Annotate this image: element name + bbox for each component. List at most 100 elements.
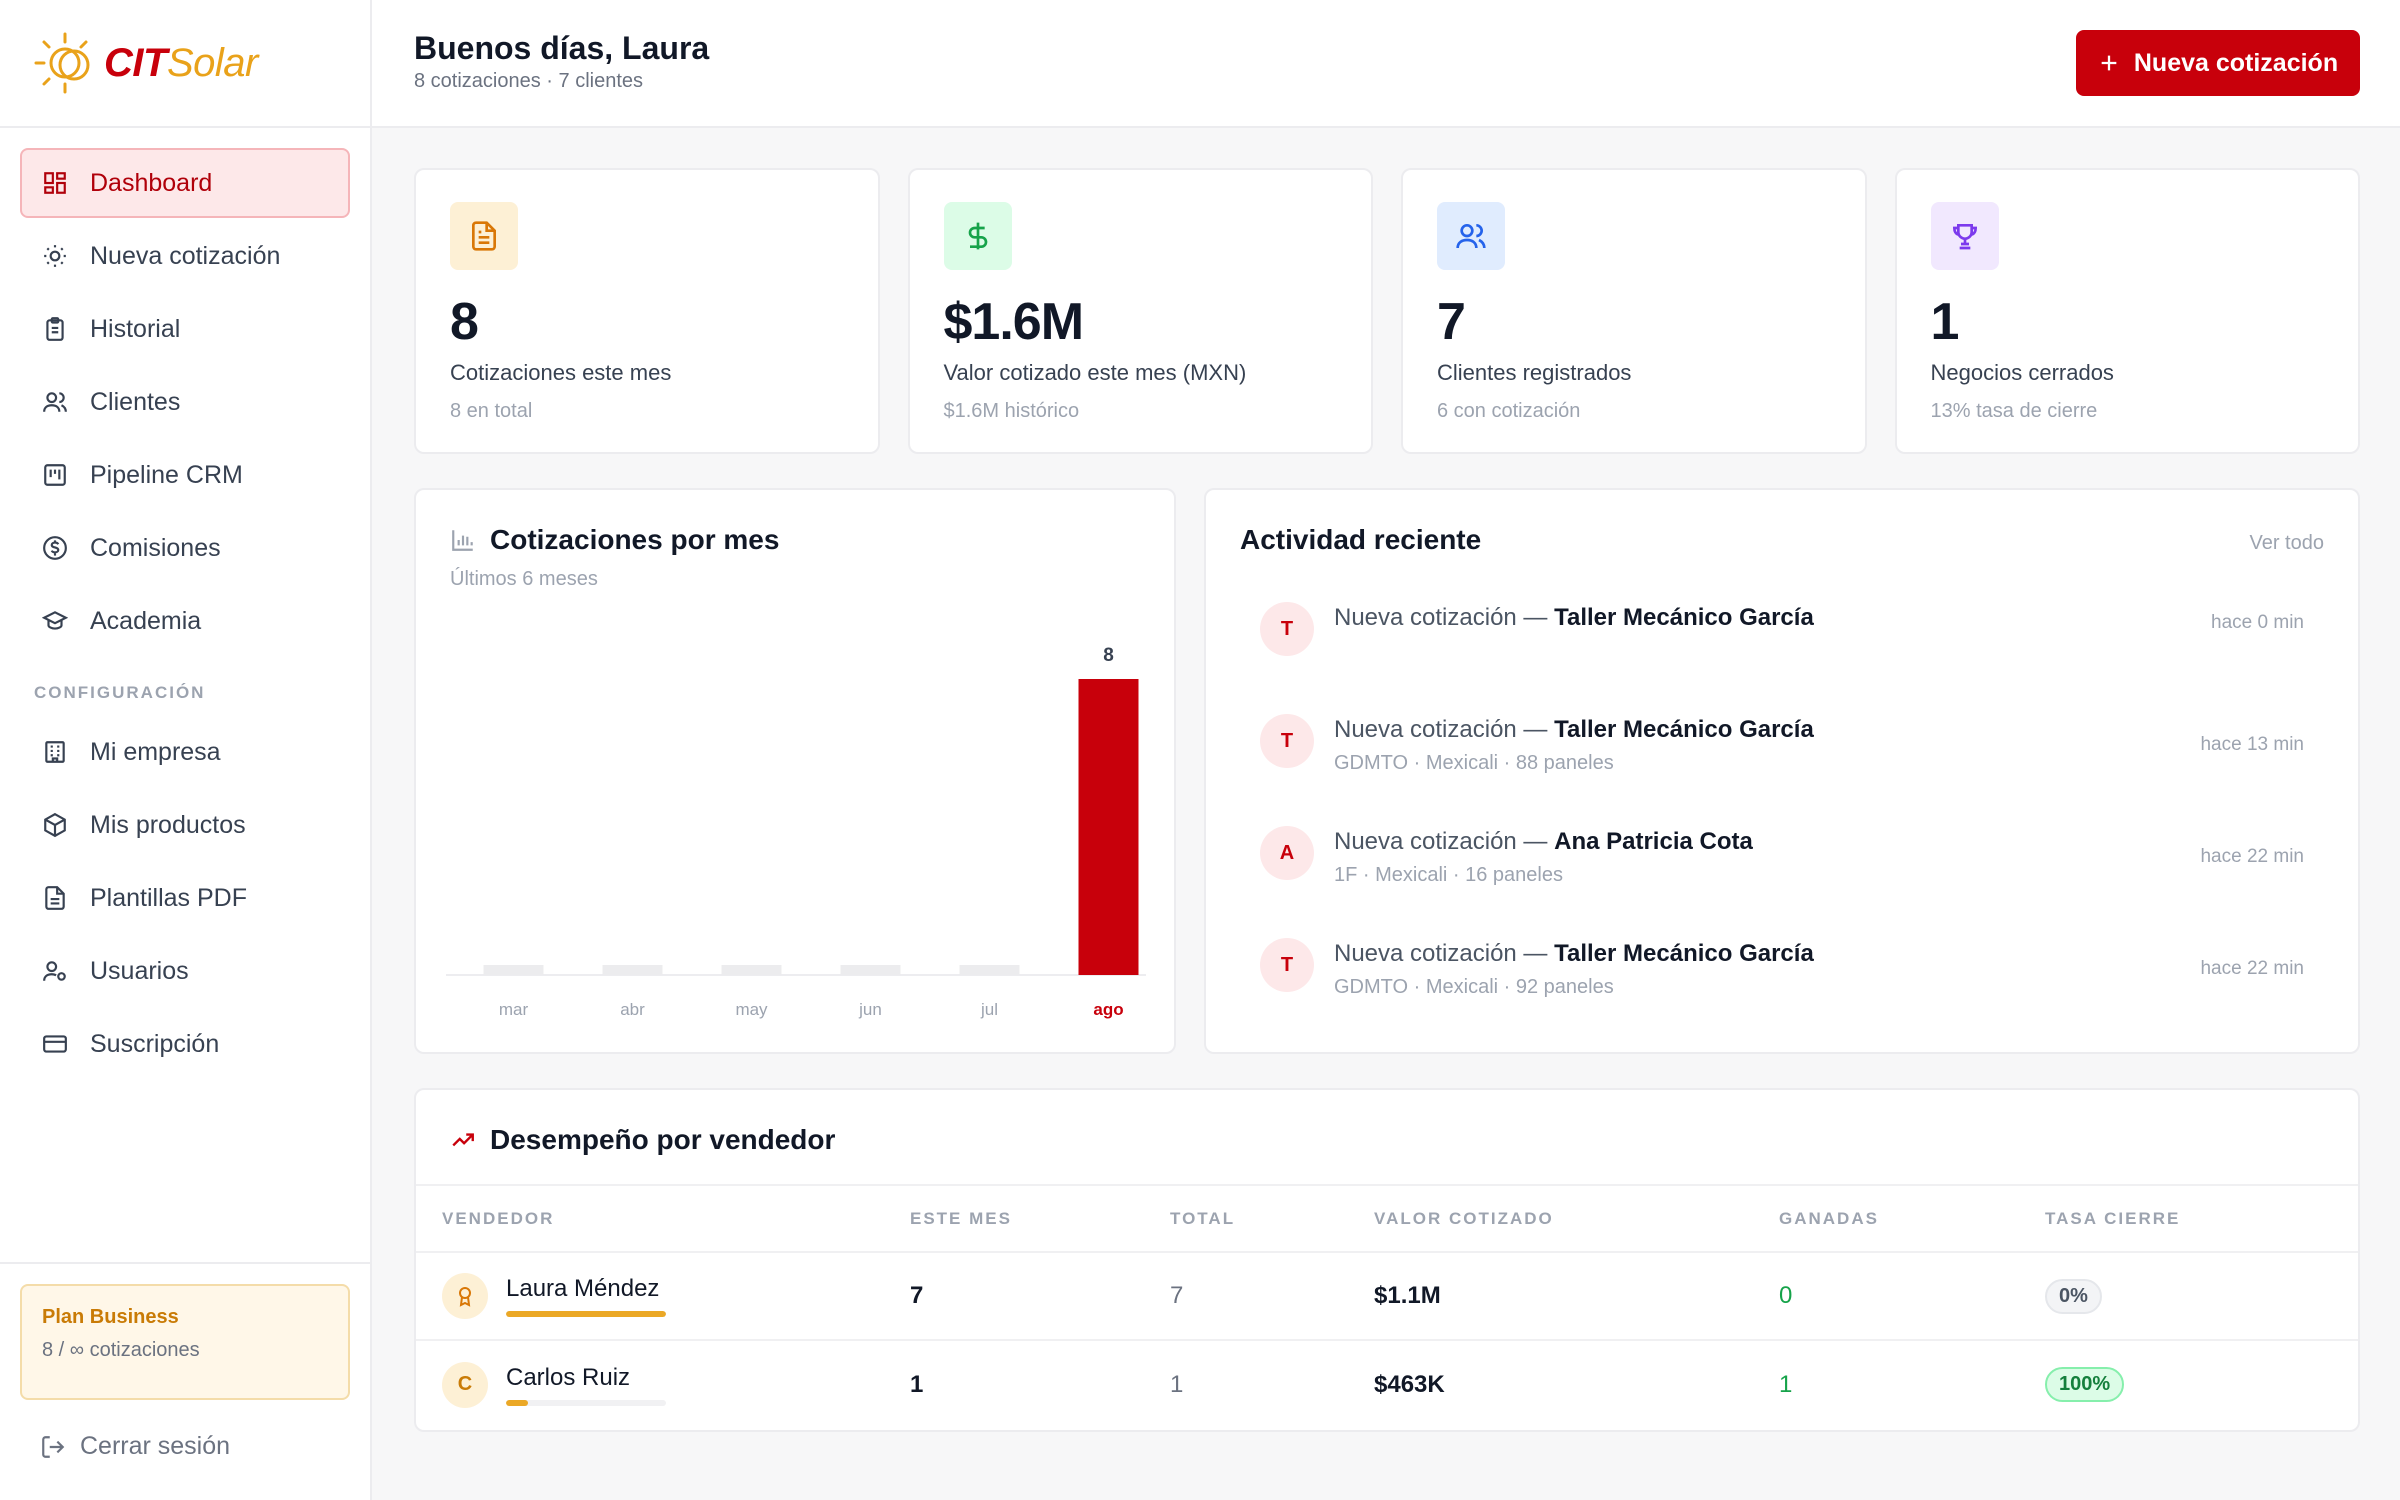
column-header[interactable]: VALOR COTIZADO [1374, 1186, 1779, 1253]
column-header[interactable]: ESTE MES [910, 1186, 1170, 1253]
sidebar-item-comisiones[interactable]: Comisiones [20, 513, 350, 583]
chart-tick-label: jun [858, 1000, 882, 1019]
new-quote-button[interactable]: Nueva cotización [2076, 30, 2360, 96]
sidebar-item-plantillas-pdf[interactable]: Plantillas PDF [20, 863, 350, 933]
column-header[interactable]: TOTAL [1170, 1186, 1374, 1253]
sidebar-item-mis-productos[interactable]: Mis productos [20, 790, 350, 860]
activity-time: hace 22 min [2200, 958, 2304, 979]
kanban-icon [44, 464, 66, 486]
table-row[interactable]: C Carlos Ruiz 1 1 $463K 1 100% [416, 1340, 2358, 1428]
plus-icon [2101, 55, 2117, 71]
sidebar-item-label: Plantillas PDF [90, 883, 247, 912]
stat-card-quotes[interactable]: 8 Cotizaciones este mes 8 en total [414, 168, 880, 454]
plan-box[interactable]: Plan Business 8 / ∞ cotizaciones [20, 1284, 350, 1400]
chart-tick-label: mar [499, 1000, 529, 1019]
stat-value: 8 [450, 293, 479, 351]
stat-icon-box [450, 202, 518, 270]
activity-item[interactable]: T Nueva cotización — Taller Mecánico Gar… [1240, 920, 2324, 1032]
activity-client: Taller Mecánico García [1554, 604, 1814, 631]
chart-bar-jun[interactable] [840, 965, 901, 975]
graduation-cap-icon [42, 611, 68, 630]
sidebar-item-academia[interactable]: Academia [20, 586, 350, 656]
chart-tick-label: abr [620, 1000, 645, 1019]
sidebar-item-label: Pipeline CRM [90, 460, 243, 489]
stat-label: Valor cotizado este mes (MXN) [943, 360, 1247, 385]
activity-avatar: T [1260, 602, 1314, 656]
cell-total: 7 [1170, 1252, 1374, 1341]
activity-item[interactable]: A Nueva cotización — Ana Patricia Cota 1… [1240, 808, 2324, 920]
cell-this-month: 1 [910, 1370, 924, 1398]
chart-bar-may[interactable] [721, 965, 782, 975]
column-header[interactable]: GANADAS [1779, 1186, 2045, 1253]
activity-time: hace 13 min [2200, 734, 2304, 755]
chart-title: Cotizaciones por mes [490, 524, 780, 555]
stat-label: Cotizaciones este mes [450, 360, 672, 385]
stat-icon-box [943, 202, 1012, 270]
sidebar-item-label: Suscripción [90, 1029, 220, 1058]
activity-item[interactable]: T Nueva cotización — Taller Mecánico Gar… [1240, 696, 2324, 808]
page-title: Buenos días, Laura [414, 30, 710, 66]
building-icon [45, 741, 65, 763]
cell-value: $463K [1374, 1370, 1445, 1398]
page-subtitle: 8 cotizaciones · 7 clientes [414, 70, 644, 92]
stat-card-closed[interactable]: 1 Negocios cerrados 13% tasa de cierre [1894, 168, 2360, 454]
sidebar-nav: Dashboard Nueva cotización Historial Cli… [0, 128, 370, 1079]
chart-bar-abr[interactable] [602, 965, 663, 975]
cell-won: 1 [1779, 1370, 1793, 1398]
stat-sub: 13% tasa de cierre [1930, 400, 2098, 422]
brand-cit: CIT [104, 40, 167, 85]
sidebar-item-dashboard[interactable]: Dashboard [20, 148, 350, 218]
chart-tick-label: may [735, 1000, 768, 1019]
stat-label: Negocios cerrados [1930, 360, 2114, 385]
chart-card: Cotizaciones por mes Últimos 6 meses mar… [414, 488, 1176, 1054]
vendor-progress-track [506, 1399, 666, 1406]
table-header-row: VENDEDOR ESTE MES TOTAL VALOR COTIZADO G… [416, 1186, 2358, 1253]
sidebar-item-pipeline-crm[interactable]: Pipeline CRM [20, 440, 350, 510]
stat-value: $1.6M [943, 293, 1085, 351]
sidebar-item-historial[interactable]: Historial [20, 294, 350, 364]
see-all-link[interactable]: Ver todo [2249, 532, 2324, 554]
activity-list: T Nueva cotización — Taller Mecánico Gar… [1240, 584, 2324, 1032]
vendor-name: Laura Méndez [506, 1275, 660, 1302]
sidebar-item-clientes[interactable]: Clientes [20, 367, 350, 437]
sidebar-item-label: Comisiones [90, 533, 221, 562]
table-row[interactable]: Laura Méndez 7 7 $1.1M 0 0% [416, 1252, 2358, 1341]
sidebar-item-suscripcion[interactable]: Suscripción [20, 1009, 350, 1079]
cell-won: 0 [1779, 1252, 2045, 1341]
chart-tick-label: ago [1093, 1000, 1123, 1019]
sidebar-item-mi-empresa[interactable]: Mi empresa [20, 717, 350, 787]
brand-logo[interactable]: CITSolar [0, 0, 370, 128]
chart-bar-mar[interactable] [483, 965, 544, 975]
logout-icon [42, 1435, 65, 1458]
stat-card-value[interactable]: $1.6M Valor cotizado este mes (MXN) $1.6… [907, 168, 1373, 454]
logout-button[interactable]: Cerrar sesión [20, 1432, 350, 1461]
config-section-label: CONFIGURACIÓN [34, 683, 206, 702]
activity-item[interactable]: T Nueva cotización — Taller Mecánico Gar… [1240, 584, 2324, 696]
activity-avatar: T [1260, 938, 1314, 992]
credit-card-icon [43, 1035, 67, 1053]
chart-bar-jul[interactable] [959, 965, 1020, 975]
activity-card: Actividad reciente Ver todo T Nueva coti… [1204, 488, 2360, 1054]
stat-card-clients[interactable]: 7 Clientes registrados 6 con cotización [1401, 168, 1867, 454]
users-icon [1456, 224, 1486, 249]
user-cog-icon [43, 961, 66, 981]
vendor-progress-track [506, 1311, 666, 1317]
sidebar-item-usuarios[interactable]: Usuarios [20, 936, 350, 1006]
vendor-progress-fill [506, 1399, 529, 1406]
column-header[interactable]: TASA CIERRE [2045, 1186, 2358, 1253]
stat-label: Clientes registrados [1437, 360, 1632, 385]
sidebar-item-nueva-cotizacion[interactable]: Nueva cotización [20, 221, 350, 291]
chart-bar-ago[interactable] [1078, 679, 1139, 975]
brand-solar: Solar [166, 40, 258, 85]
stat-sub: $1.6M histórico [943, 400, 1080, 422]
sidebar-footer: Plan Business 8 / ∞ cotizaciones Cerrar … [0, 1262, 370, 1500]
column-header[interactable]: VENDEDOR [416, 1186, 910, 1253]
activity-client: Ana Patricia Cota [1554, 828, 1753, 855]
sidebar-item-label: Nueva cotización [90, 241, 281, 270]
activity-prefix: Nueva cotización — [1334, 604, 1555, 631]
sidebar-item-label: Mi empresa [90, 737, 221, 766]
sun-logo-icon [34, 32, 90, 94]
performance-card: Desempeño por vendedor VENDEDOR ESTE MES… [414, 1088, 2360, 1432]
activity-client: Taller Mecánico García [1554, 716, 1814, 743]
close-rate-badge: 100% [2045, 1367, 2125, 1402]
